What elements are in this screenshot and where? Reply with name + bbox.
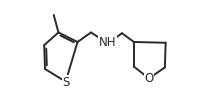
Text: O: O — [144, 72, 154, 85]
Text: NH: NH — [99, 36, 116, 49]
Text: S: S — [63, 76, 70, 89]
